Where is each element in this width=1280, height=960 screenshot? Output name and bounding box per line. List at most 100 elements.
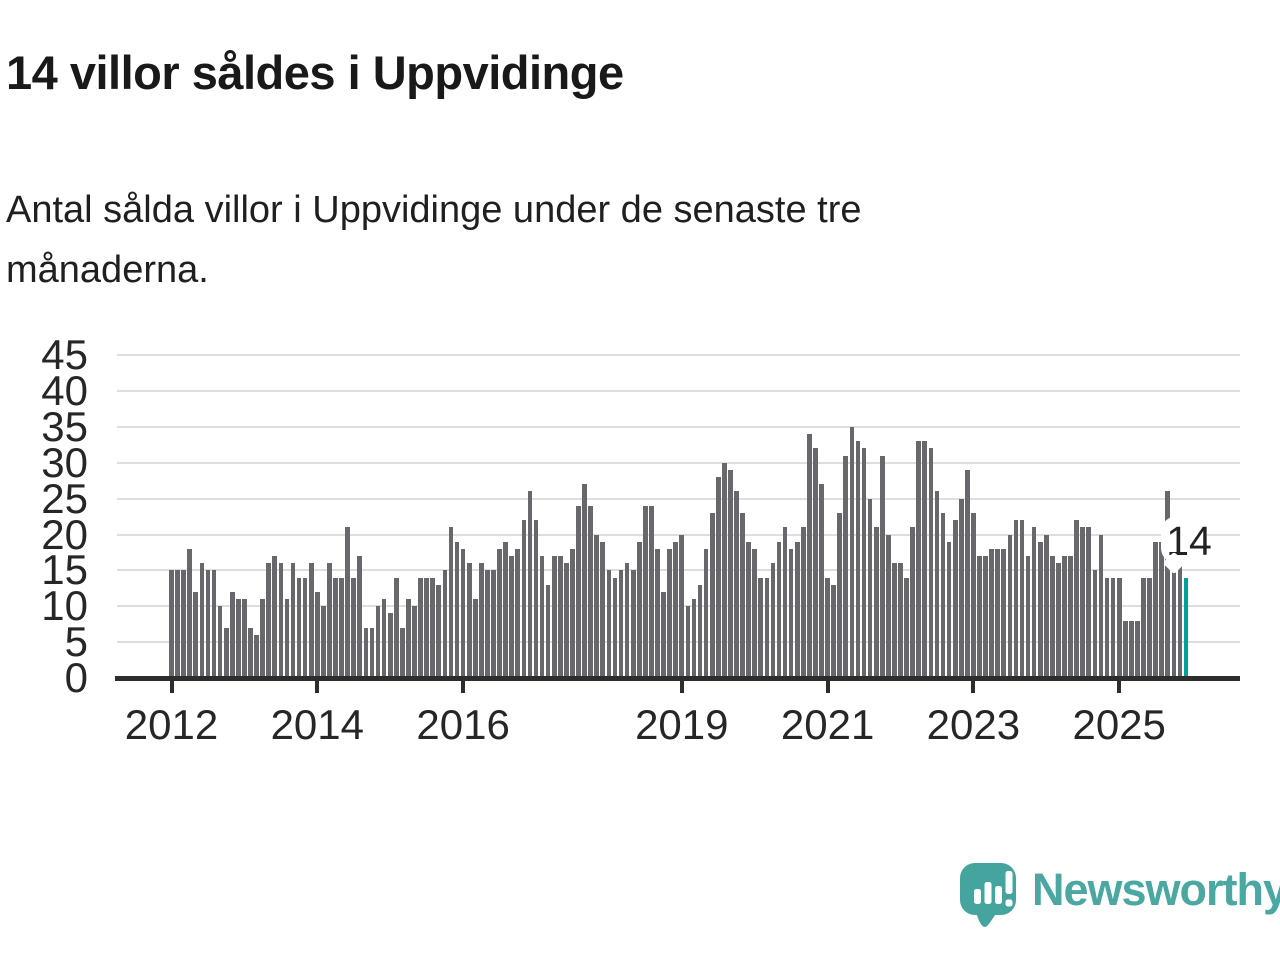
bar bbox=[314, 591, 320, 678]
bar bbox=[1086, 527, 1092, 678]
bar bbox=[721, 462, 727, 678]
gridline bbox=[117, 569, 1240, 572]
bar bbox=[582, 484, 587, 678]
bar bbox=[800, 527, 806, 678]
bar bbox=[260, 599, 265, 678]
bar bbox=[181, 570, 186, 678]
y-axis-tick-label: 15 bbox=[41, 546, 88, 594]
bar bbox=[843, 455, 849, 678]
bar bbox=[892, 563, 897, 678]
bar bbox=[369, 627, 375, 678]
bar bbox=[539, 556, 545, 678]
bar bbox=[1135, 620, 1140, 678]
bar bbox=[685, 606, 691, 678]
bar bbox=[1025, 556, 1031, 678]
bar bbox=[934, 491, 940, 678]
gridline bbox=[117, 497, 1240, 500]
bar bbox=[491, 570, 496, 678]
bar bbox=[1116, 577, 1122, 678]
bar bbox=[199, 563, 205, 678]
bar bbox=[946, 541, 952, 678]
x-axis-tick bbox=[1117, 678, 1122, 693]
bar bbox=[922, 441, 928, 678]
bar bbox=[333, 577, 338, 678]
bar bbox=[794, 541, 800, 678]
bar bbox=[624, 563, 630, 678]
bar bbox=[339, 577, 344, 678]
bar bbox=[229, 591, 235, 678]
bar bbox=[308, 563, 314, 678]
bar bbox=[831, 584, 836, 678]
bar bbox=[497, 548, 502, 678]
gridline bbox=[117, 461, 1240, 464]
bar bbox=[600, 541, 606, 678]
bar bbox=[321, 606, 326, 678]
bar bbox=[776, 541, 782, 678]
x-axis-tick bbox=[461, 678, 466, 693]
bar bbox=[272, 556, 278, 678]
chart-subtitle: Antal sålda villor i Uppvidinge under de… bbox=[6, 180, 862, 300]
bar bbox=[284, 599, 290, 678]
bar bbox=[327, 563, 332, 678]
bar bbox=[357, 556, 363, 678]
bar bbox=[393, 577, 399, 678]
bar bbox=[928, 448, 934, 678]
bar bbox=[400, 627, 405, 678]
bar bbox=[1068, 556, 1073, 678]
bar bbox=[618, 570, 624, 678]
bar bbox=[1037, 541, 1043, 678]
page-title: 14 villor såldes i Uppvidinge bbox=[6, 46, 624, 99]
bar bbox=[855, 441, 861, 678]
bar bbox=[564, 563, 569, 678]
bar bbox=[545, 584, 551, 678]
bar bbox=[460, 548, 466, 678]
bar bbox=[667, 548, 672, 678]
bar bbox=[673, 541, 679, 678]
bar bbox=[1031, 527, 1037, 678]
bar bbox=[1147, 577, 1152, 678]
bar bbox=[691, 599, 697, 678]
value-callout: 14 bbox=[1161, 516, 1212, 564]
bar bbox=[649, 505, 654, 678]
y-axis-tick-label: 20 bbox=[41, 510, 88, 558]
bar bbox=[1013, 520, 1019, 678]
bar bbox=[448, 527, 454, 678]
bar bbox=[351, 577, 357, 678]
bar bbox=[606, 570, 612, 678]
x-axis-tick-label: 2016 bbox=[416, 701, 510, 748]
bar bbox=[296, 577, 302, 678]
bar bbox=[223, 627, 229, 678]
bar bbox=[643, 505, 648, 678]
bar bbox=[436, 584, 442, 678]
bar bbox=[1129, 620, 1134, 678]
bar bbox=[758, 577, 764, 678]
bar bbox=[576, 505, 581, 678]
bar bbox=[466, 563, 472, 678]
bar bbox=[217, 606, 223, 678]
bar bbox=[478, 563, 484, 678]
y-axis-tick-label: 35 bbox=[41, 402, 88, 450]
bar bbox=[193, 591, 199, 678]
bar bbox=[825, 577, 830, 678]
gridline bbox=[117, 641, 1240, 644]
bar bbox=[187, 548, 193, 678]
bar bbox=[995, 548, 1001, 678]
bar bbox=[886, 534, 891, 678]
bar bbox=[940, 513, 946, 678]
subtitle-line-2: månaderna. bbox=[6, 249, 209, 291]
bar bbox=[503, 541, 508, 678]
bar bbox=[770, 563, 776, 678]
bar bbox=[242, 599, 247, 678]
bar bbox=[557, 556, 563, 678]
bar bbox=[412, 606, 417, 678]
x-axis-tick-label: 2014 bbox=[270, 701, 365, 748]
bar bbox=[521, 520, 527, 678]
bar bbox=[1001, 548, 1007, 678]
bar bbox=[1074, 520, 1079, 678]
bar bbox=[424, 577, 429, 678]
bar bbox=[612, 577, 618, 678]
bar bbox=[527, 491, 533, 678]
bar bbox=[958, 498, 964, 678]
bar bbox=[952, 520, 958, 678]
